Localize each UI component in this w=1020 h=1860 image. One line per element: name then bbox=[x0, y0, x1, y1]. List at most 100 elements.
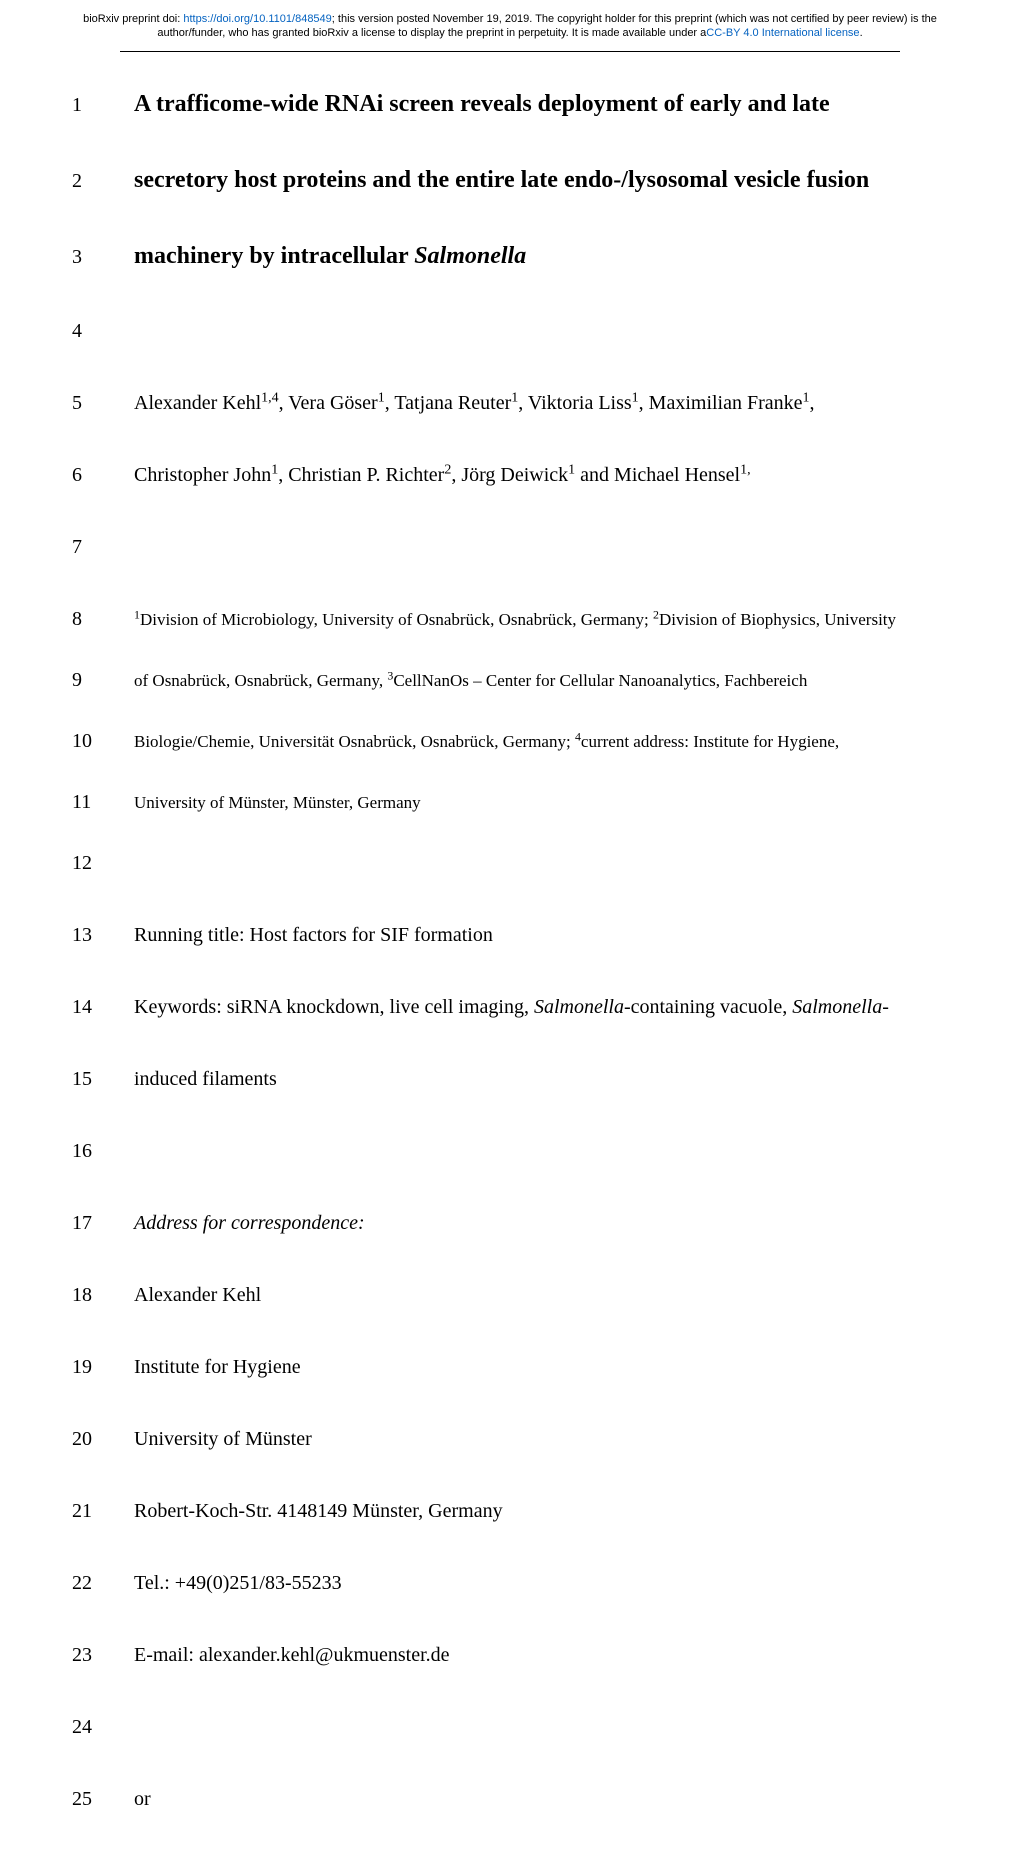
manuscript-line: 7 bbox=[72, 536, 900, 559]
line-text: Address for correspondence: bbox=[134, 1213, 365, 1233]
line-number: 18 bbox=[72, 1284, 134, 1307]
line-number: 16 bbox=[72, 1140, 134, 1163]
text-segment: 1 bbox=[632, 390, 639, 405]
text-segment: Alexander Kehl bbox=[134, 1284, 261, 1306]
line-text: E-mail: alexander.kehl@ukmuenster.de bbox=[134, 1645, 450, 1665]
line-text: secretory host proteins and the entire l… bbox=[134, 168, 869, 192]
line-number: 14 bbox=[72, 996, 134, 1019]
manuscript-line: 81Division of Microbiology, University o… bbox=[72, 608, 900, 631]
line-number: 8 bbox=[72, 608, 134, 631]
line-number: 17 bbox=[72, 1212, 134, 1235]
text-segment: , Vera Göser bbox=[279, 392, 378, 414]
manuscript-line: 2secretory host proteins and the entire … bbox=[72, 168, 900, 193]
line-number: 19 bbox=[72, 1356, 134, 1379]
license-link[interactable]: CC-BY 4.0 International license bbox=[706, 27, 859, 39]
preprint-suffix: . bbox=[860, 27, 863, 39]
line-text: 1Division of Microbiology, University of… bbox=[134, 611, 896, 628]
text-segment: E-mail: alexander.kehl@ukmuenster.de bbox=[134, 1644, 450, 1666]
manuscript-line: 22Tel.: +49(0)251/83-55233 bbox=[72, 1572, 900, 1595]
text-segment: Address for correspondence: bbox=[134, 1212, 365, 1234]
manuscript-line: 4 bbox=[72, 320, 900, 343]
line-spacing bbox=[72, 193, 900, 244]
line-text: machinery by intracellular Salmonella bbox=[134, 244, 526, 268]
line-text: University of Münster, Münster, Germany bbox=[134, 794, 421, 811]
line-spacing bbox=[72, 1739, 900, 1788]
line-text: or bbox=[134, 1789, 151, 1809]
line-spacing bbox=[72, 487, 900, 536]
text-segment: of Osnabrück, Osnabrück, Germany, bbox=[134, 671, 387, 690]
text-segment: - bbox=[882, 996, 889, 1018]
line-spacing bbox=[72, 269, 900, 320]
line-number: 23 bbox=[72, 1644, 134, 1667]
text-segment: machinery by intracellular bbox=[134, 243, 414, 269]
text-segment: University of Münster, Münster, Germany bbox=[134, 793, 421, 812]
line-text: Institute for Hygiene bbox=[134, 1357, 301, 1377]
manuscript-line: 9of Osnabrück, Osnabrück, Germany, 3Cell… bbox=[72, 669, 900, 692]
text-segment: Running title: Host factors for SIF form… bbox=[134, 924, 493, 946]
line-text: of Osnabrück, Osnabrück, Germany, 3CellN… bbox=[134, 672, 807, 689]
text-segment: University of Münster bbox=[134, 1428, 312, 1450]
text-segment: Division of Microbiology, University of … bbox=[140, 610, 653, 629]
line-number: 20 bbox=[72, 1428, 134, 1451]
line-number: 25 bbox=[72, 1788, 134, 1811]
line-spacing bbox=[72, 1379, 900, 1428]
line-number: 5 bbox=[72, 392, 134, 415]
line-spacing bbox=[72, 875, 900, 924]
manuscript-line: 14Keywords: siRNA knockdown, live cell i… bbox=[72, 996, 900, 1019]
page-body: 1 A trafficome-wide RNAi screen reveals d… bbox=[0, 52, 1020, 1860]
preprint-prefix: bioRxiv preprint doi: bbox=[83, 13, 183, 25]
line-number: 12 bbox=[72, 852, 134, 875]
line-text: Keywords: siRNA knockdown, live cell ima… bbox=[134, 997, 889, 1017]
line-number: 7 bbox=[72, 536, 134, 559]
text-segment: 1,4 bbox=[261, 390, 279, 405]
manuscript-line: 20University of Münster bbox=[72, 1428, 900, 1451]
text-segment: Salmonella bbox=[534, 996, 624, 1018]
text-segment: Salmonella bbox=[414, 243, 526, 269]
line-number: 13 bbox=[72, 924, 134, 947]
manuscript-line: 13Running title: Host factors for SIF fo… bbox=[72, 924, 900, 947]
line-spacing bbox=[72, 947, 900, 996]
manuscript-line: 24 bbox=[72, 1716, 900, 1739]
line-number: 22 bbox=[72, 1572, 134, 1595]
line-number: 4 bbox=[72, 320, 134, 343]
manuscript-line: 21Robert-Koch-Str. 4148149 Münster, Germ… bbox=[72, 1500, 900, 1523]
line-text: Alexander Kehl1,4, Vera Göser1, Tatjana … bbox=[134, 393, 815, 413]
manuscript-line: 1A trafficome-wide RNAi screen reveals d… bbox=[72, 92, 900, 117]
text-segment: 1 bbox=[378, 390, 385, 405]
text-segment: Keywords: siRNA knockdown, live cell ima… bbox=[134, 996, 534, 1018]
doi-link[interactable]: https://doi.org/10.1101/848549 bbox=[183, 13, 331, 25]
line-spacing bbox=[72, 1163, 900, 1212]
line-text: A trafficome-wide RNAi screen reveals de… bbox=[134, 92, 830, 116]
manuscript-line: 25or bbox=[72, 1788, 900, 1811]
line-number: 15 bbox=[72, 1068, 134, 1091]
text-segment: Christopher John bbox=[134, 464, 271, 486]
line-number: 11 bbox=[72, 791, 134, 814]
line-text: Christopher John1, Christian P. Richter2… bbox=[134, 465, 751, 485]
line-spacing bbox=[72, 1595, 900, 1644]
line-text: induced filaments bbox=[134, 1069, 277, 1089]
line-number: 21 bbox=[72, 1500, 134, 1523]
manuscript-line: 18Alexander Kehl bbox=[72, 1284, 900, 1307]
text-segment: Biologie/Chemie, Universität Osnabrück, … bbox=[134, 732, 575, 751]
line-text: Tel.: +49(0)251/83-55233 bbox=[134, 1573, 342, 1593]
manuscript-line: 10Biologie/Chemie, Universität Osnabrück… bbox=[72, 730, 900, 753]
manuscript-line: 3machinery by intracellular Salmonella bbox=[72, 244, 900, 269]
line-spacing bbox=[72, 1811, 900, 1860]
text-segment: A trafficome-wide RNAi screen reveals de… bbox=[134, 91, 830, 117]
manuscript-line: 16 bbox=[72, 1140, 900, 1163]
manuscript-line: 11University of Münster, Münster, German… bbox=[72, 791, 900, 814]
manuscript-line: 12 bbox=[72, 852, 900, 875]
text-segment: , Maximilian Franke bbox=[639, 392, 803, 414]
manuscript-line: 5Alexander Kehl1,4, Vera Göser1, Tatjana… bbox=[72, 392, 900, 415]
line-number: 2 bbox=[72, 170, 134, 193]
line-number: 6 bbox=[72, 464, 134, 487]
line-text: Alexander Kehl bbox=[134, 1285, 261, 1305]
manuscript-line: 15induced filaments bbox=[72, 1068, 900, 1091]
line-spacing bbox=[72, 415, 900, 464]
preprint-notice: bioRxiv preprint doi: https://doi.org/10… bbox=[0, 0, 1020, 47]
line-spacing bbox=[72, 1019, 900, 1068]
line-spacing bbox=[72, 814, 900, 852]
text-segment: 1, bbox=[740, 462, 751, 477]
line-text: Biologie/Chemie, Universität Osnabrück, … bbox=[134, 733, 839, 750]
manuscript-line: 23E-mail: alexander.kehl@ukmuenster.de bbox=[72, 1644, 900, 1667]
